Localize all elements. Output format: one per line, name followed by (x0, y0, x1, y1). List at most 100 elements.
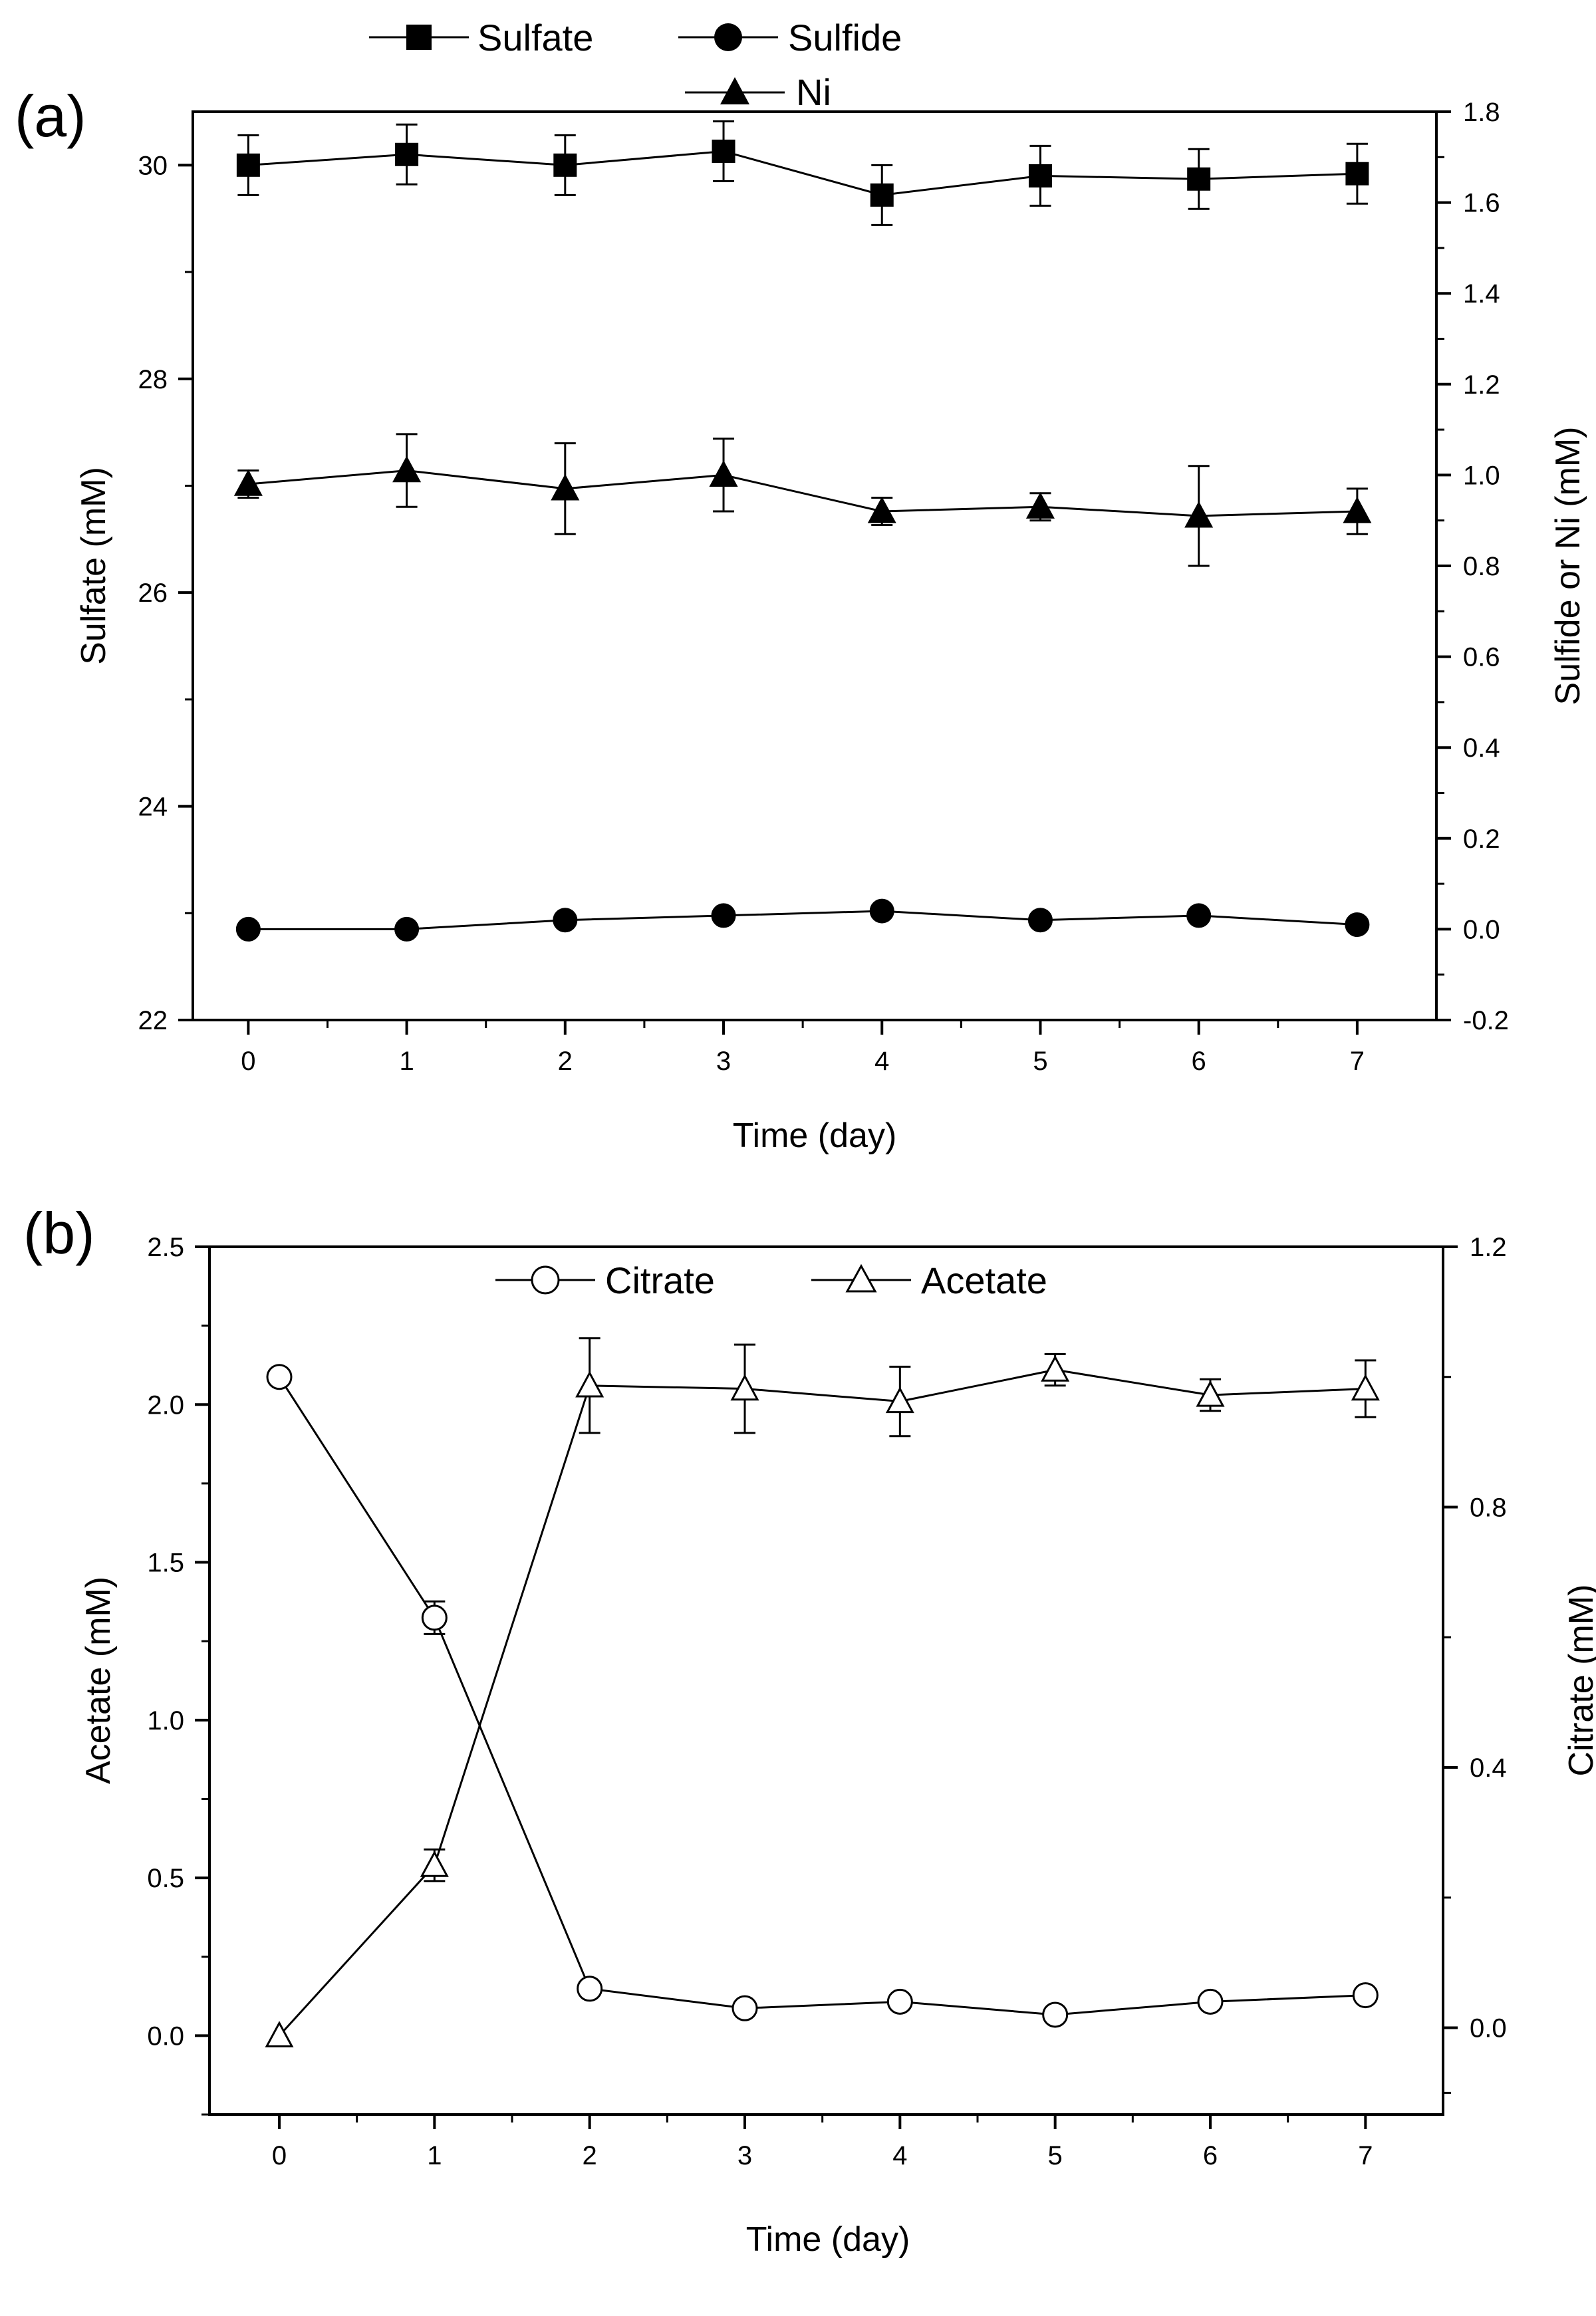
sulfate-point-p0-4 (870, 183, 894, 207)
legend-ni-triangle-icon (720, 77, 749, 104)
ni-point-p0-3 (709, 460, 738, 487)
legend-a: Sulfate Sulfide Ni (369, 17, 902, 113)
acetate-line-p1 (278, 1368, 1366, 2037)
plot-marks-b: 0 1 2 3 4 5 6 7 0.0 0.5 1.0 1.5 2.0 2.5 0.0 0.4 0.8 1.2 (147, 1233, 1506, 2170)
sulfate-line-p0 (248, 150, 1357, 196)
acetate-point-p1-2 (575, 1370, 604, 1398)
y2-tick-label-p0-8: 1.4 (1463, 279, 1500, 309)
y2-tick-label-p0-7: 1.2 (1463, 370, 1500, 400)
legend-acetate-label: Acetate (921, 1259, 1047, 1301)
acetate-point-p1-6 (1196, 1380, 1225, 1407)
sulfate-point-p0-3 (712, 139, 735, 163)
legend-sulfate-label: Sulfate (477, 17, 593, 59)
y-tick-label-p0-4: 30 (138, 151, 168, 180)
y-tick-label-p1-1: 0.5 (147, 1864, 184, 1893)
citrate-point-p1-3 (732, 1995, 758, 2021)
citrate-point-p1-7 (1352, 1982, 1379, 2009)
ni-point-p0-5 (1025, 492, 1055, 519)
y2-tick-label-p0-10: 1.8 (1463, 98, 1500, 127)
y2-tick-label-p0-5: 0.8 (1463, 552, 1500, 581)
panel-b-label: (b) (23, 1200, 95, 1266)
acetate-point-p1-3 (730, 1374, 759, 1401)
x-tick-label-p1-3: 3 (737, 2141, 752, 2170)
acetate-point-p1-4 (885, 1386, 914, 1414)
x-tick-label-p0-1: 1 (399, 1047, 414, 1076)
y-tick-label-p0-2: 26 (138, 579, 168, 608)
panel-b: (b) Citrate Acetate 0 1 2 3 4 5 6 7 0.0 0.5 1.0 1.5… (23, 1200, 1596, 2259)
y2-tick-label-p1-3: 1.2 (1470, 1233, 1507, 1262)
x-tick-label-p0-7: 7 (1350, 1047, 1365, 1076)
sulfide-point-p0-7 (1345, 912, 1370, 938)
sulfide-line-p0 (248, 910, 1357, 930)
legend-sulfide-circle-icon (714, 23, 742, 51)
sulfate-point-p0-6 (1187, 167, 1211, 191)
y-tick-label-p0-1: 24 (138, 793, 168, 822)
y2-tick-label-p0-3: 0.4 (1463, 733, 1500, 763)
sulfide-point-p0-4 (869, 898, 894, 924)
x-tick-label-p0-6: 6 (1192, 1047, 1206, 1076)
legend-b: Citrate Acetate (495, 1259, 1047, 1301)
x-axis-label-a: Time (day) (733, 1116, 897, 1155)
sulfate-point-p0-7 (1345, 162, 1369, 186)
sulfide-point-p0-2 (553, 908, 578, 933)
y2-tick-label-p0-0: -0.2 (1463, 1006, 1509, 1035)
citrate-point-p1-1 (421, 1605, 448, 1631)
x-tick-label-p0-2: 2 (558, 1047, 573, 1076)
y2-tick-label-p1-0: 0.0 (1470, 2014, 1507, 2043)
sulfate-point-p0-2 (553, 153, 577, 177)
citrate-point-p1-0 (266, 1364, 293, 1390)
y-tick-label-p1-4: 2.0 (147, 1390, 184, 1420)
x-tick-label-p1-0: 0 (272, 2141, 287, 2170)
sulfide-point-p0-6 (1186, 903, 1212, 928)
ni-point-p0-0 (233, 469, 263, 496)
legend-sulfide-label: Sulfide (788, 17, 902, 59)
y-tick-label-p1-5: 2.5 (147, 1233, 184, 1262)
x-tick-label-p0-4: 4 (874, 1047, 889, 1076)
plot-frame-a (192, 110, 1438, 1021)
y2-tick-label-p0-1: 0.0 (1463, 915, 1500, 944)
ni-point-p0-4 (867, 496, 896, 523)
y-tick-label-p1-3: 1.5 (147, 1549, 184, 1578)
y-tick-label-p0-3: 28 (138, 365, 168, 394)
y2-axis-label-b: Citrate (mM) (1562, 1585, 1596, 1777)
y2-tick-label-p0-2: 0.2 (1463, 825, 1500, 854)
citrate-point-p1-6 (1197, 1988, 1224, 2015)
panel-a-label: (a) (15, 83, 86, 149)
x-axis-label-b: Time (day) (746, 2220, 910, 2259)
x-tick-label-p0-5: 5 (1033, 1047, 1047, 1076)
ni-point-p0-6 (1184, 501, 1214, 528)
plot-frame-b (208, 1245, 1444, 2116)
ni-line-p0 (248, 469, 1357, 517)
legend-citrate-circle-icon (531, 1265, 560, 1295)
acetate-point-p1-7 (1351, 1374, 1380, 1401)
y-tick-label-p1-0: 0.0 (147, 2021, 184, 2051)
legend-citrate-label: Citrate (605, 1259, 715, 1301)
ni-point-p0-1 (392, 455, 422, 483)
y-tick-label-p0-0: 22 (138, 1006, 168, 1035)
plot-marks-a: 0 1 2 3 4 5 6 7 22 24 26 28 30 -0.2 0.0 0.2 0.4 0.6 0.8 1.0… (138, 98, 1509, 1076)
x-tick-label-p1-4: 4 (892, 2141, 907, 2170)
y2-axis-label-a: Sulfide or Ni (mM) (1549, 427, 1587, 706)
y2-tick-label-p0-4: 0.6 (1463, 643, 1500, 672)
sulfate-point-p0-1 (395, 142, 419, 166)
y-tick-label-p1-2: 1.0 (147, 1706, 184, 1736)
sulfate-point-p0-0 (236, 153, 260, 177)
x-tick-label-p1-7: 7 (1358, 2141, 1373, 2170)
citrate-line-p1 (278, 1376, 1366, 2016)
acetate-point-p1-0 (265, 2021, 294, 2048)
sulfide-point-p0-3 (711, 903, 736, 928)
x-tick-label-p1-1: 1 (427, 2141, 442, 2170)
sulfide-point-p0-5 (1027, 908, 1053, 933)
x-tick-label-p1-5: 5 (1048, 2141, 1063, 2170)
sulfide-point-p0-0 (235, 916, 261, 942)
x-tick-label-p1-6: 6 (1203, 2141, 1218, 2170)
legend-sulfate-square-icon (406, 25, 432, 50)
y2-tick-label-p0-9: 1.6 (1463, 189, 1500, 218)
sulfate-point-p0-5 (1028, 164, 1052, 188)
y2-tick-label-p1-1: 0.4 (1470, 1753, 1507, 1783)
x-tick-label-p0-0: 0 (241, 1047, 255, 1076)
y-axis-label-b: Acetate (mM) (79, 1577, 118, 1784)
sulfide-point-p0-1 (394, 916, 420, 942)
citrate-point-p1-4 (886, 1988, 913, 2015)
